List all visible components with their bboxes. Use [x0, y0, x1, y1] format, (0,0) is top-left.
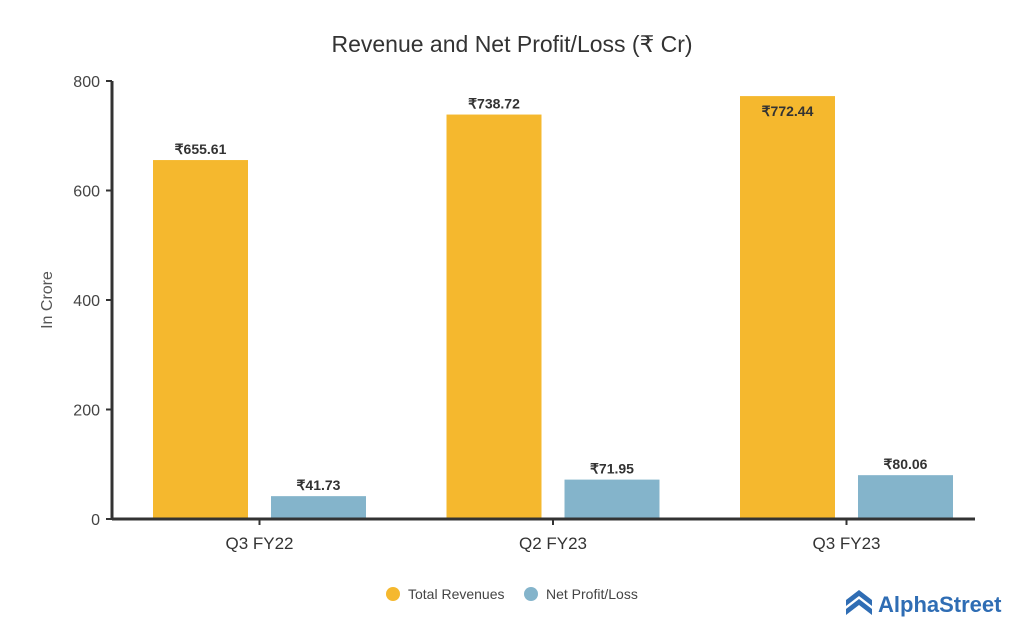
y-axis-title: In Crore	[39, 271, 56, 329]
y-tick-label: 400	[73, 293, 100, 310]
legend-swatch	[386, 587, 400, 601]
y-axis: 0 200 400 600 800	[73, 74, 114, 529]
alphastreet-logo-icon	[846, 590, 872, 615]
data-label: ₹655.61	[175, 141, 227, 157]
chart-title: Revenue and Net Profit/Loss (₹ Cr)	[331, 31, 692, 57]
y-tick-label: 600	[73, 184, 100, 201]
bar-total-revenues-2	[446, 114, 542, 520]
data-label: ₹772.44	[762, 103, 814, 119]
bar-total-revenues-3	[740, 96, 835, 519]
data-label: ₹41.73	[297, 477, 341, 493]
legend-swatch	[524, 587, 538, 601]
bars: ₹655.61 ₹41.73 ₹738.72 ₹71.95 ₹772.44 ₹80.06	[153, 96, 953, 520]
x-tick-label: Q3 FY22	[225, 534, 293, 553]
bar-net-profit-loss-1	[271, 496, 366, 519]
y-tick-label: 800	[73, 74, 100, 91]
brand-name: AlphaStreet	[878, 592, 1002, 617]
legend-label: Total Revenues	[408, 586, 505, 602]
x-tick-label: Q3 FY23	[812, 534, 880, 553]
bar-net-profit-loss-2	[564, 479, 660, 519]
bar-net-profit-loss-3	[858, 475, 953, 519]
y-tick-label: 200	[73, 403, 100, 420]
bar-total-revenues-1	[153, 160, 248, 519]
data-label: ₹738.72	[468, 96, 520, 112]
data-label: ₹80.06	[884, 456, 928, 472]
legend-label: Net Profit/Loss	[546, 586, 638, 602]
x-tick-label: Q2 FY23	[519, 534, 587, 553]
legend: Total Revenues Net Profit/Loss	[386, 586, 638, 602]
x-axis: Q3 FY22 Q2 FY23 Q3 FY23	[112, 517, 975, 553]
y-tick-label: 0	[91, 512, 100, 529]
data-label: ₹71.95	[590, 461, 634, 477]
brand-logo: AlphaStreet	[846, 590, 1002, 617]
